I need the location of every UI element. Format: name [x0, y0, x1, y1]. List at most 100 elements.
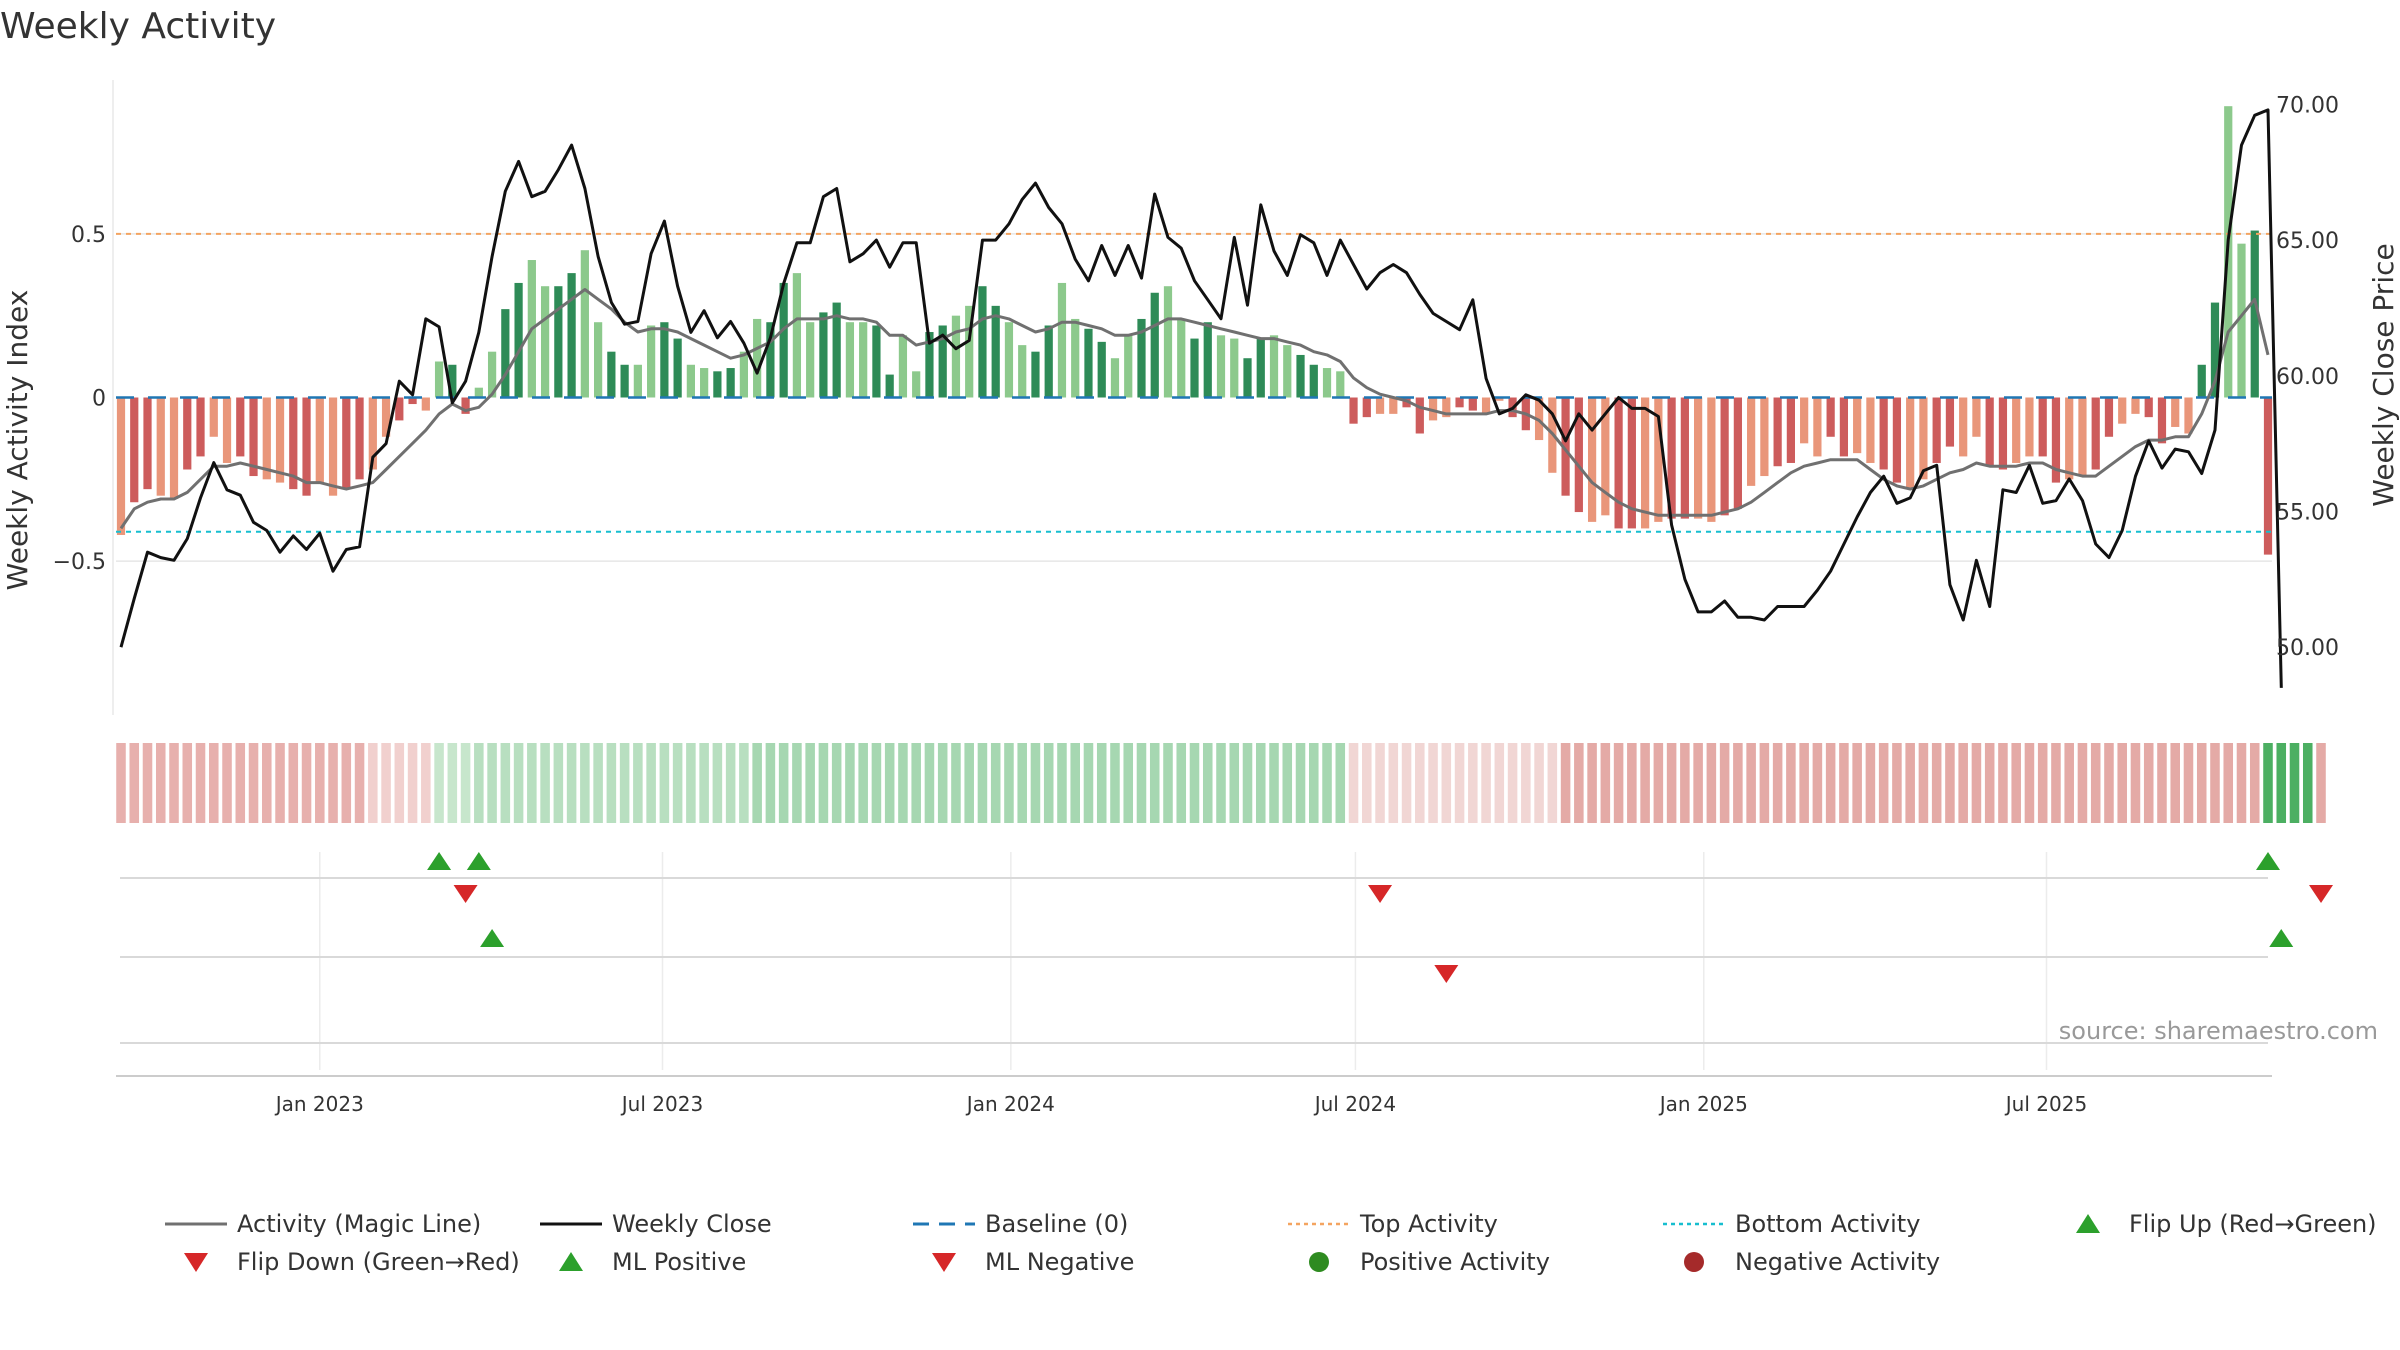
heat-cell-88	[1282, 743, 1293, 823]
heat-cell-82	[1202, 743, 1213, 823]
legend-label-6: Flip Down (Green→Red)	[237, 1248, 520, 1276]
heat-cell-96	[1388, 743, 1399, 823]
activity-bar-125	[1773, 397, 1782, 467]
heat-cell-44	[699, 743, 709, 823]
heat-cell-119	[1693, 743, 1703, 823]
heat-cell-62	[937, 743, 948, 823]
activity-bar-58	[885, 374, 894, 398]
heat-cell-63	[951, 743, 961, 823]
activity-bar-55	[845, 322, 855, 398]
heat-cell-138	[1945, 743, 1955, 823]
heat-cell-7	[209, 743, 219, 823]
activity-bar-109	[1561, 397, 1570, 496]
heat-cell-142	[1998, 743, 2008, 823]
heat-cell-56	[858, 743, 868, 823]
weekly-close-line	[119, 108, 2283, 688]
activity-bar-145	[2038, 397, 2047, 457]
x-tick-label: Jul 2023	[620, 1092, 703, 1116]
heat-cell-139	[1958, 743, 1968, 823]
heat-cell-117	[1666, 743, 1677, 823]
heat-cell-13	[288, 743, 299, 823]
heat-cell-130	[1839, 743, 1849, 823]
activity-bar-6	[196, 397, 205, 457]
heat-cell-135	[1905, 743, 1915, 823]
heat-cell-164	[2289, 743, 2300, 823]
activity-bar-35	[580, 250, 589, 398]
activity-bar-143	[2012, 397, 2021, 463]
activity-bar-141	[1985, 397, 1994, 467]
activity-bar-134	[1892, 397, 1902, 483]
magic-line	[119, 288, 2270, 530]
activity-bar-53	[819, 312, 828, 398]
heat-cell-3	[155, 743, 166, 823]
heat-cell-12	[275, 743, 285, 823]
heat-cell-143	[2011, 743, 2021, 823]
heat-cell-128	[1812, 743, 1823, 823]
activity-bar-60	[912, 371, 921, 398]
heat-cell-83	[1216, 743, 1226, 823]
activity-bar-96	[1389, 397, 1398, 414]
heat-cell-106	[1521, 743, 1531, 823]
heat-cell-74	[1096, 743, 1107, 823]
heat-cell-79	[1163, 743, 1173, 823]
activity-bar-19	[368, 397, 377, 470]
reference-lines	[116, 232, 2272, 533]
activity-bar-80	[1177, 318, 1186, 398]
activity-bar-59	[898, 335, 908, 398]
heat-cell-22	[407, 743, 418, 823]
activity-bar-75	[1110, 358, 1120, 398]
heat-cell-87	[1269, 743, 1279, 823]
heat-cell-104	[1494, 743, 1505, 823]
activity-bar-156	[2184, 397, 2193, 434]
heat-cell-9	[235, 743, 246, 823]
ml-negative-marker-100	[1434, 965, 1459, 983]
activity-bar-65	[978, 286, 987, 398]
activity-bar-69	[1031, 351, 1040, 398]
activity-bar-85	[1243, 358, 1252, 398]
heat-cell-0	[116, 743, 126, 823]
activity-bar-111	[1587, 397, 1597, 522]
heat-cell-42	[672, 743, 683, 823]
heat-cell-76	[1123, 743, 1134, 823]
activity-bar-94	[1362, 397, 1371, 418]
heat-cell-16	[328, 743, 338, 823]
activity-bar-76	[1124, 335, 1133, 398]
heat-cell-68	[1017, 743, 1027, 823]
legend: Activity (Magic Line) Weekly Close Baselin…	[165, 1210, 2377, 1276]
heat-cell-100	[1441, 743, 1452, 823]
activity-bar-151	[2118, 397, 2127, 424]
activity-bar-95	[1375, 397, 1385, 414]
legend-label-10: Negative Activity	[1735, 1248, 1940, 1276]
flip-down-marker-26	[453, 885, 478, 903]
activity-bar-61	[925, 332, 934, 398]
heat-cell-33	[553, 743, 564, 823]
heat-cell-59	[898, 743, 908, 823]
activity-bar-147	[2065, 397, 2074, 480]
heat-cell-14	[301, 743, 312, 823]
activity-bar-93	[1349, 397, 1358, 424]
activity-bar-66	[991, 305, 1000, 398]
heat-cell-161	[2249, 743, 2260, 823]
activity-bar-138	[1945, 397, 1955, 447]
heat-cell-26	[460, 743, 471, 823]
heat-cell-67	[1004, 743, 1014, 823]
activity-bar-50	[779, 282, 788, 398]
activity-bar-98	[1415, 397, 1424, 434]
activity-bar-12	[275, 397, 285, 483]
heat-cell-53	[818, 743, 829, 823]
heat-cell-137	[1931, 743, 1942, 823]
heat-cell-43	[686, 743, 696, 823]
heat-cell-66	[990, 743, 1001, 823]
heat-cell-90	[1309, 743, 1319, 823]
activity-bar-120	[1707, 397, 1716, 522]
activity-bar-122	[1733, 397, 1742, 509]
activity-bar-104	[1495, 397, 1504, 401]
heat-cell-40	[646, 743, 656, 823]
ml-positive-marker-28	[480, 929, 505, 947]
heat-cell-23	[421, 743, 431, 823]
heat-cell-48	[752, 743, 762, 823]
activity-bar-155	[2171, 397, 2180, 427]
activity-bar-24	[434, 361, 444, 398]
activity-bar-153	[2144, 397, 2153, 418]
activity-bar-20	[381, 397, 391, 437]
